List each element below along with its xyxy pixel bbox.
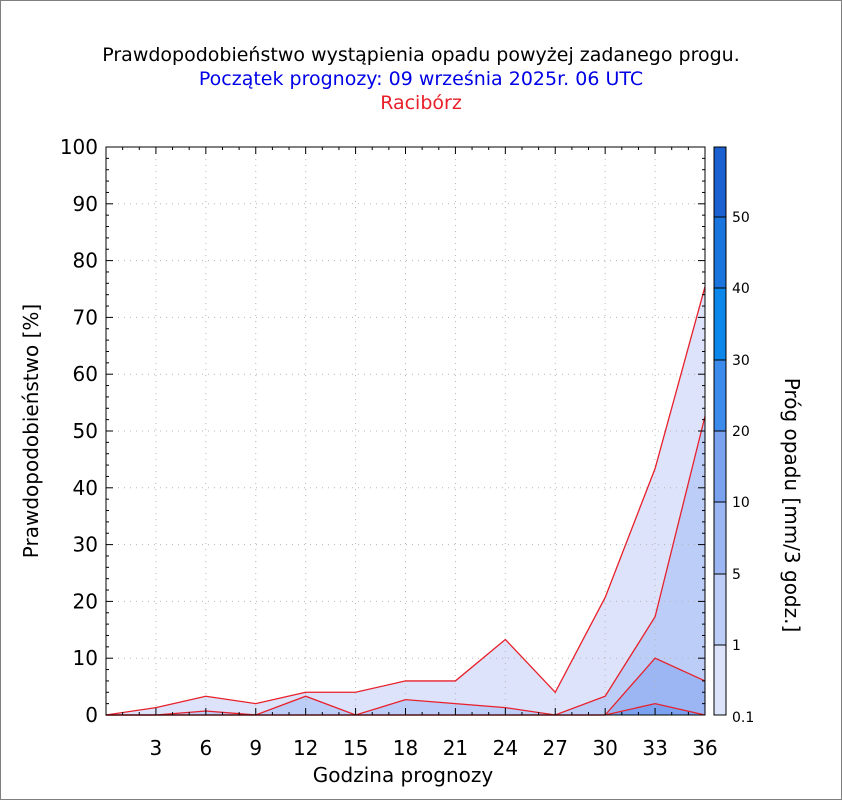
y-tick-label: 10: [73, 646, 98, 670]
colorbar-label: Próg opadu [mm/3 godz.]: [780, 378, 804, 633]
colorbar-segment: [714, 574, 726, 645]
y-tick-label: 60: [73, 362, 98, 386]
threshold-areas: [106, 286, 705, 715]
y-tick-label: 0: [85, 703, 98, 727]
x-tick-label: 33: [642, 736, 667, 760]
y-tick-label: 90: [73, 192, 98, 216]
colorbar-tick-label: 30: [732, 353, 750, 369]
colorbar-tick-label: 0.1: [732, 710, 754, 726]
y-tick-label: 100: [60, 135, 98, 159]
chart-title: Prawdopodobieństwo wystąpienia opadu pow…: [102, 44, 740, 66]
colorbar-segment: [714, 502, 726, 574]
x-tick-label: 15: [343, 736, 368, 760]
y-tick-label: 50: [73, 419, 98, 443]
colorbar-segment: [714, 360, 726, 431]
location-label: Racibórz: [380, 92, 462, 114]
y-tick-label: 70: [73, 305, 98, 329]
y-tick-label: 80: [73, 249, 98, 273]
colorbar-tick-label: 20: [732, 424, 750, 440]
x-tick-label: 12: [293, 736, 318, 760]
colorbar-tick-label: 40: [732, 281, 750, 297]
colorbar-segment: [714, 147, 726, 217]
colorbar-tick-label: 5: [732, 567, 741, 583]
x-axis-label: Godzina prognozy: [313, 763, 494, 787]
colorbar-segment: [714, 645, 726, 715]
y-tick-label: 30: [73, 533, 98, 557]
x-tick-label: 27: [543, 736, 568, 760]
y-axis-label: Prawdopodobieństwo [%]: [19, 304, 43, 558]
y-tick-label: 40: [73, 476, 98, 500]
colorbar-tick-label: 50: [732, 210, 750, 226]
colorbar-segment: [714, 217, 726, 288]
line-threshold-0: [105, 286, 706, 716]
forecast-start-subtitle: Początek prognozy: 09 września 2025r. 06…: [198, 68, 644, 90]
x-tick-label: 30: [592, 736, 617, 760]
x-tick-label: 18: [393, 736, 418, 760]
x-tick-label: 3: [150, 736, 163, 760]
colorbar-tick-label: 1: [732, 638, 741, 654]
y-tick-label: 20: [73, 589, 98, 613]
x-tick-label: 9: [249, 736, 262, 760]
x-tick-label: 6: [199, 736, 212, 760]
area-threshold-3: [106, 703, 705, 715]
colorbar-segment: [714, 431, 726, 502]
x-tick-label: 24: [493, 736, 518, 760]
x-tick-label: 36: [692, 736, 717, 760]
colorbar: 0.1 1 5 10 20 30 40 50: [713, 146, 754, 726]
x-tick-label: 21: [443, 736, 468, 760]
colorbar-tick-label: 10: [732, 495, 750, 511]
colorbar-segment: [714, 288, 726, 360]
